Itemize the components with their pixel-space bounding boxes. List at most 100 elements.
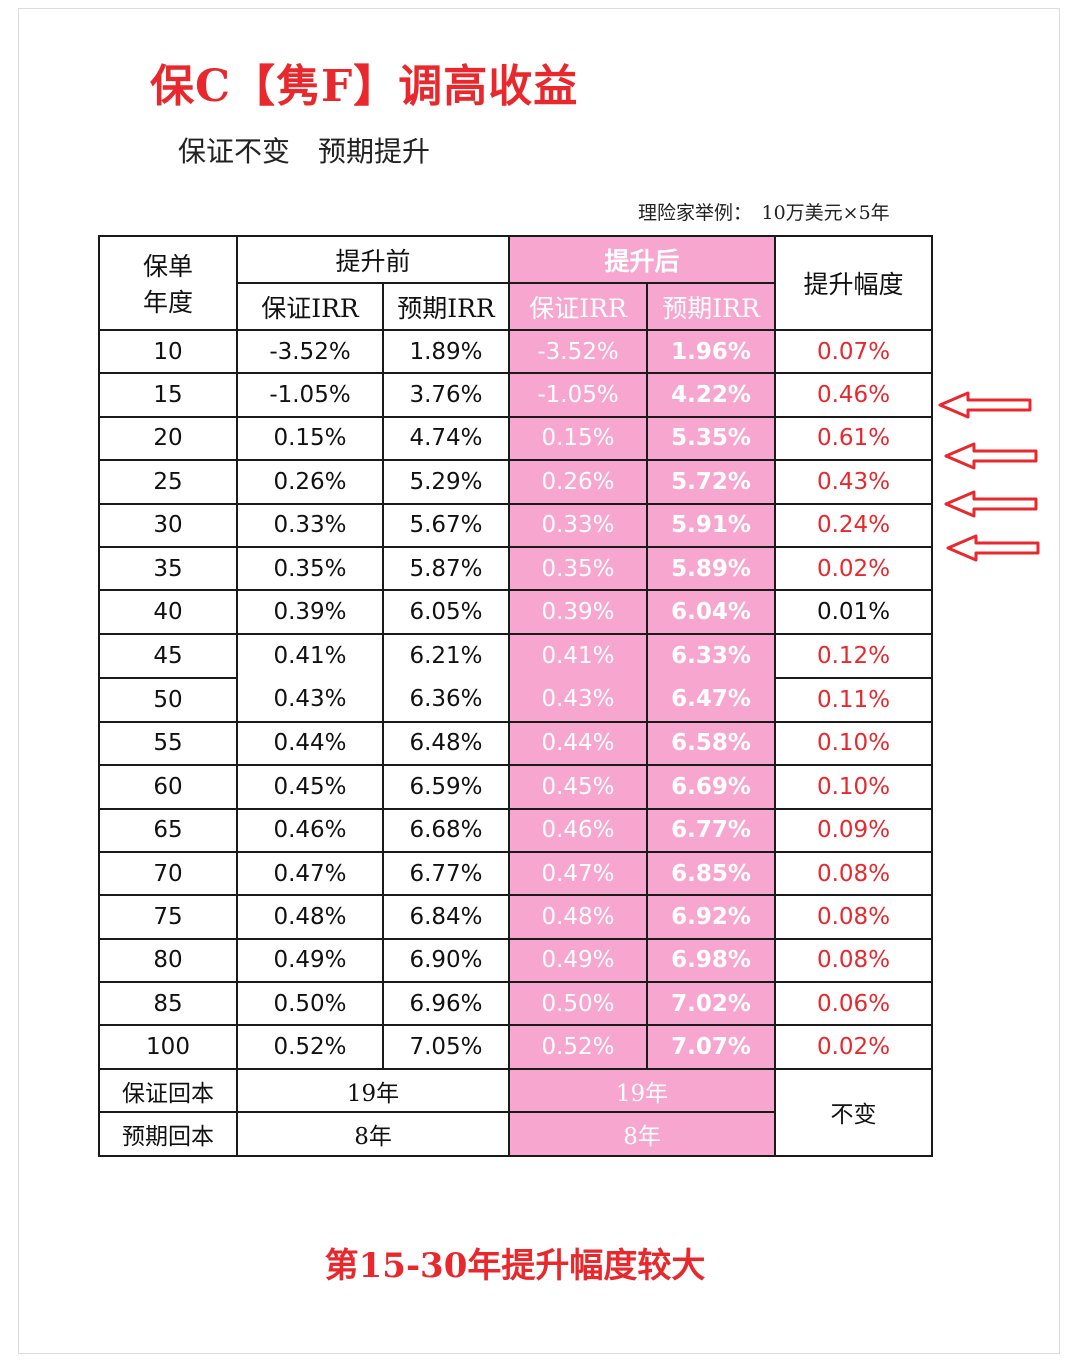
before-guaranteed-irr-cell: 0.47%	[236, 850, 384, 897]
table-row: 25 0.26% 5.29% 0.26% 5.72% 0.43%	[98, 459, 934, 505]
after-expected-irr-cell: 6.98%	[646, 937, 777, 984]
increase-cell: 0.11%	[774, 676, 934, 723]
before-guaranteed-irr-cell: 0.44%	[236, 720, 384, 767]
before-expected-irr-cell: 6.68%	[381, 807, 511, 853]
after-guaranteed-irr-cell: 0.52%	[508, 1024, 649, 1070]
after-expected-irr-cell: 6.77%	[646, 807, 777, 853]
irr-table-wrap: 保单 年度 提升前 提升后 提升幅度 保证IRR 预期IRR 保证IRR 预期I…	[98, 235, 934, 1157]
after-expected-irr-cell-value: 6.33%	[671, 643, 751, 670]
after-expected-irr-cell: 6.33% 6.47%	[646, 632, 777, 723]
after-expected-irr-cell-value: 6.47%	[671, 686, 751, 713]
after-expected-irr-cell: 5.89%	[646, 545, 777, 592]
before-guaranteed-irr-cell: 0.52%	[236, 1024, 384, 1070]
after-guaranteed-irr-cell-value: 0.41%	[541, 643, 615, 670]
before-guaranteed-irr-cell-stack: 0.41% 0.43%	[238, 635, 382, 721]
table-row: 35 0.35% 5.87% 0.35% 5.89% 0.02%	[98, 545, 934, 592]
before-expected-irr-cell: 6.05%	[381, 589, 511, 635]
before-expected-irr-cell-value: 6.36%	[409, 686, 483, 713]
table-row: 60 0.45% 6.59% 0.45% 6.69% 0.10%	[98, 764, 934, 810]
increase-cell: 0.61%	[774, 415, 934, 462]
guaranteed-payback-after: 19年	[508, 1067, 777, 1114]
header-after-guaranteed-irr: 保证IRR	[508, 282, 649, 331]
after-expected-irr-cell: 4.22%	[646, 372, 777, 418]
increase-cell: 0.01%	[774, 589, 934, 635]
policy-year-cell: 50	[98, 676, 238, 723]
table-row: 65 0.46% 6.68% 0.46% 6.77% 0.09%	[98, 807, 934, 853]
before-expected-irr-cell: 5.67%	[381, 502, 511, 548]
header-after-expected-irr: 预期IRR	[646, 282, 777, 331]
before-expected-irr-cell: 7.05%	[381, 1024, 511, 1070]
increase-cell: 0.08%	[774, 937, 934, 984]
policy-year-cell: 30	[98, 502, 238, 548]
page-title: 保C【隽F】调高收益	[150, 61, 579, 112]
after-expected-irr-cell: 7.02%	[646, 981, 777, 1027]
payback-change-cell: 不变	[774, 1067, 934, 1157]
increase-cell: 0.06%	[774, 981, 934, 1027]
before-expected-irr-cell: 4.74%	[381, 415, 511, 462]
increase-cell: 0.08%	[774, 894, 934, 940]
table-row: 85 0.50% 6.96% 0.50% 7.02% 0.06%	[98, 981, 934, 1027]
before-guaranteed-irr-cell: 0.50%	[236, 981, 384, 1027]
after-guaranteed-irr-cell: -1.05%	[508, 372, 649, 418]
table-row: 75 0.48% 6.84% 0.48% 6.92% 0.08%	[98, 894, 934, 940]
before-guaranteed-irr-cell: 0.45%	[236, 764, 384, 810]
increase-cell: 0.24%	[774, 502, 934, 548]
left-arrow-icon	[946, 534, 1040, 562]
before-guaranteed-irr-cell: 0.39%	[236, 589, 384, 635]
after-guaranteed-irr-cell: 0.46%	[508, 807, 649, 853]
before-expected-irr-cell: 5.87%	[381, 545, 511, 592]
left-arrow-icon	[944, 442, 1038, 470]
header-before-guaranteed-irr: 保证IRR	[236, 282, 384, 331]
after-guaranteed-irr-cell: 0.49%	[508, 937, 649, 984]
before-expected-irr-cell-value: 6.21%	[409, 643, 483, 670]
before-guaranteed-irr-cell-value: 0.41%	[273, 643, 347, 670]
before-expected-irr-cell: 6.59%	[381, 764, 511, 810]
after-guaranteed-irr-cell: 0.45%	[508, 764, 649, 810]
table-row: 50 0.11%	[98, 676, 934, 723]
after-guaranteed-irr-cell-stack: 0.41% 0.43%	[510, 635, 646, 721]
payback-row-expected: 预期回本 8年 8年	[98, 1111, 932, 1157]
before-expected-irr-cell: 3.76%	[381, 372, 511, 418]
after-expected-irr-cell: 6.04%	[646, 589, 777, 635]
before-guaranteed-irr-cell: -1.05%	[236, 372, 384, 418]
after-expected-irr-cell: 5.91%	[646, 502, 777, 548]
increase-cell: 0.09%	[774, 807, 934, 853]
increase-cell: 0.10%	[774, 764, 934, 810]
before-guaranteed-irr-cell: 0.33%	[236, 502, 384, 548]
before-guaranteed-irr-cell: 0.48%	[236, 894, 384, 940]
before-guaranteed-irr-cell: -3.52%	[236, 328, 384, 375]
table-row: 40 0.39% 6.05% 0.39% 6.04% 0.01%	[98, 589, 934, 635]
header-increase: 提升幅度	[774, 235, 934, 331]
policy-year-cell: 65	[98, 807, 238, 853]
header-policy-year: 保单 年度	[98, 235, 238, 331]
after-guaranteed-irr-cell: 0.50%	[508, 981, 649, 1027]
table-row: 15 -1.05% 3.76% -1.05% 4.22% 0.46%	[98, 372, 934, 418]
after-expected-irr-cell: 6.85%	[646, 850, 777, 897]
increase-cell: 0.43%	[774, 459, 934, 505]
table-row: 45 0.41% 0.43% 6.21% 6.36% 0.41% 0.43% 6.33% 6.4…	[98, 632, 934, 723]
policy-year-cell: 80	[98, 937, 238, 984]
policy-year-cell: 20	[98, 415, 238, 462]
left-arrow-icon	[938, 391, 1032, 419]
expected-payback-label: 预期回本	[98, 1111, 238, 1157]
before-guaranteed-irr-cell: 0.41% 0.43%	[236, 632, 384, 723]
guaranteed-payback-before: 19年	[235, 1067, 511, 1114]
table-row: 55 0.44% 6.48% 0.44% 6.58% 0.10%	[98, 720, 934, 767]
after-guaranteed-irr-cell: 0.35%	[508, 545, 649, 592]
after-guaranteed-irr-cell: 0.47%	[508, 850, 649, 897]
policy-year-cell: 15	[98, 372, 238, 418]
policy-year-cell: 10	[98, 328, 238, 375]
before-expected-irr-cell: 6.90%	[381, 937, 511, 984]
irr-table: 保单 年度 提升前 提升后 提升幅度 保证IRR 预期IRR 保证IRR 预期I…	[98, 235, 934, 1157]
after-guaranteed-irr-cell: 0.41% 0.43%	[508, 632, 649, 723]
before-guaranteed-irr-cell: 0.26%	[236, 459, 384, 505]
after-guaranteed-irr-cell: 0.26%	[508, 459, 649, 505]
increase-cell: 0.08%	[774, 850, 934, 897]
after-expected-irr-cell: 7.07%	[646, 1024, 777, 1070]
increase-cell: 0.02%	[774, 1024, 934, 1070]
before-expected-irr-cell: 6.84%	[381, 894, 511, 940]
before-guaranteed-irr-cell-value: 0.43%	[273, 686, 347, 713]
table-row: 70 0.47% 6.77% 0.47% 6.85% 0.08%	[98, 850, 934, 897]
before-guaranteed-irr-cell: 0.49%	[236, 937, 384, 984]
after-guaranteed-irr-cell: 0.15%	[508, 415, 649, 462]
